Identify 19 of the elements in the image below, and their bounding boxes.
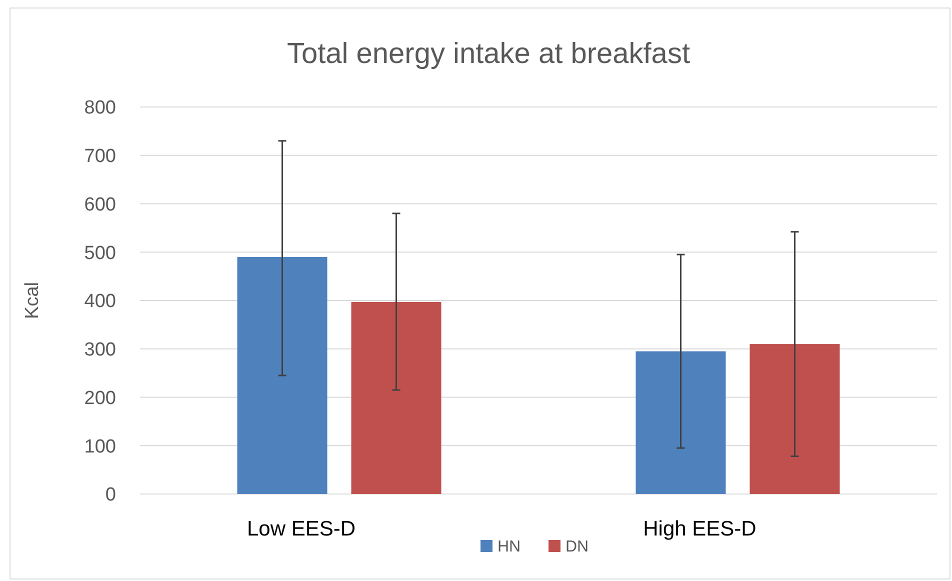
y-tick-label: 0 bbox=[105, 484, 116, 506]
y-tick-label: 300 bbox=[84, 340, 116, 361]
y-tick-label: 600 bbox=[84, 194, 116, 216]
bar bbox=[351, 302, 442, 494]
y-tick-label: 700 bbox=[84, 146, 116, 168]
bar bbox=[750, 344, 840, 494]
y-tick-label: 500 bbox=[84, 242, 116, 264]
y-tick-label: 800 bbox=[84, 98, 116, 119]
legend-label: DN bbox=[566, 538, 589, 556]
y-tick-label: 200 bbox=[84, 388, 116, 409]
y-axis-title: Kcal bbox=[22, 282, 43, 319]
y-tick-label: 100 bbox=[84, 436, 116, 458]
x-tick-label: Low EES-D bbox=[246, 517, 356, 540]
chart-title: Total energy intake at breakfast bbox=[286, 38, 690, 70]
x-tick-label: High EES-D bbox=[643, 517, 756, 540]
bar bbox=[636, 351, 726, 494]
y-tick-label: 400 bbox=[84, 291, 116, 312]
legend-label: HN bbox=[498, 538, 521, 556]
bar bbox=[237, 256, 328, 494]
